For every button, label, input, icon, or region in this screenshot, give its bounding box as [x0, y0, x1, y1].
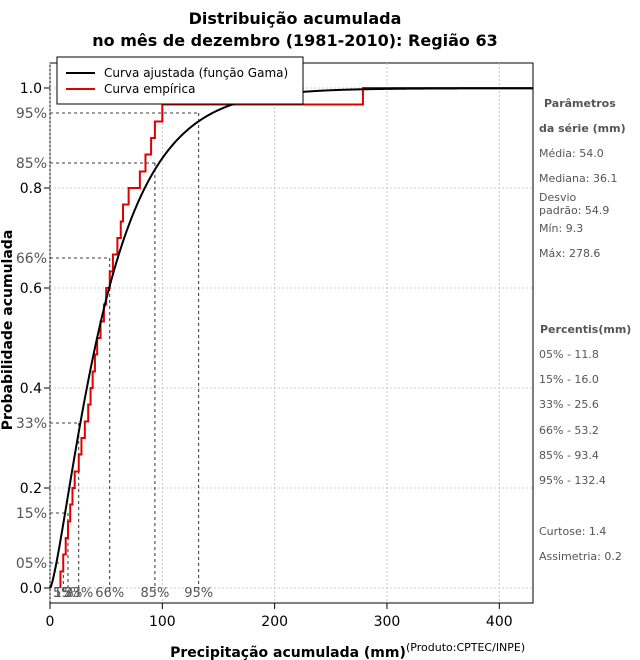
legend: Curva ajustada (função Gama) Curva empír…: [56, 56, 304, 105]
percentile-x-label-3: 66%: [95, 586, 124, 601]
param-max: Máx: 278.6: [539, 247, 600, 260]
percentis-heading: Percentis(mm): [540, 323, 631, 336]
param-media: Média: 54.0: [539, 147, 604, 160]
y-tick-label-3: 0.6: [20, 281, 42, 297]
grid-lines: [49, 63, 533, 603]
y-tick-label-1: 0.2: [20, 481, 42, 497]
y-tick-label-4: 0.8: [20, 181, 42, 197]
percentile-y-label-1: 15%: [16, 506, 47, 522]
legend-empirical-label: Curva empírica: [104, 82, 195, 96]
param-desvio-2: padrão: 54.9: [539, 204, 609, 217]
percentile-x-label-4: 85%: [140, 586, 169, 601]
percentile-x-label-1: 15%: [54, 586, 83, 601]
param-min: Mín: 9.3: [539, 222, 583, 235]
chart-title-line2: no mês de dezembro (1981-2010): Região 6…: [92, 31, 498, 50]
y-tick-label-5: 1.0: [20, 81, 42, 97]
percentile-y-label-0: 05%: [16, 556, 47, 572]
x-tick-label-2: 200: [261, 614, 288, 630]
percentile-y-label-5: 95%: [16, 106, 47, 122]
percentil-85: 85% - 93.4: [539, 449, 599, 462]
percentile-x-label-2: 33%: [64, 586, 93, 601]
side-panel: Parâmetros da série (mm) Média: 54.0 Med…: [539, 97, 631, 563]
empirical-curve: [59, 87, 533, 588]
percentile-y-label-4: 85%: [16, 156, 47, 172]
legend-gamma-label: Curva ajustada (função Gama): [104, 66, 288, 80]
x-tick-label-1: 100: [149, 614, 176, 630]
axes: 0 100 200 300 4000.00.20.40.60.81.005%5%15%1…: [16, 81, 513, 630]
chart-title-line1: Distribuição acumulada: [189, 9, 402, 28]
percentile-y-label-2: 33%: [16, 416, 47, 432]
credit-text: (Produto:CPTEC/INPE): [406, 641, 525, 654]
y-tick-label-0: 0.0: [20, 581, 42, 597]
x-tick-label-0: 0: [46, 614, 55, 630]
percentile-guides: [50, 112, 200, 591]
x-axis-label: Precipitação acumulada (mm): [170, 645, 406, 660]
percentil-66: 66% - 53.2: [539, 424, 599, 437]
y-axis-label: Probabilidade acumulada: [0, 230, 16, 431]
percentile-y-label-3: 66%: [16, 251, 47, 267]
stat-assimetria: Assimetria: 0.2: [539, 550, 622, 563]
percentil-15: 15% - 16.0: [539, 373, 599, 386]
stat-curtose: Curtose: 1.4: [539, 525, 606, 538]
percentil-95: 95% - 132.4: [539, 474, 606, 487]
legend-box: [56, 56, 304, 105]
x-tick-label-4: 400: [486, 614, 513, 630]
percentil-33: 33% - 25.6: [539, 398, 599, 411]
y-tick-label-2: 0.4: [20, 381, 42, 397]
params-heading-1: Parâmetros: [544, 97, 616, 110]
empirical-step-line: [59, 87, 533, 588]
params-heading-2: da série (mm): [539, 122, 626, 135]
percentil-05: 05% - 11.8: [539, 348, 599, 361]
x-tick-label-3: 300: [374, 614, 401, 630]
percentile-x-label-5: 95%: [184, 586, 213, 601]
param-mediana: Mediana: 36.1: [539, 172, 617, 185]
percentile-x-label-0: 5%: [53, 586, 74, 601]
param-desvio-1: Desvio: [539, 191, 577, 204]
plot-frame: [49, 62, 534, 604]
